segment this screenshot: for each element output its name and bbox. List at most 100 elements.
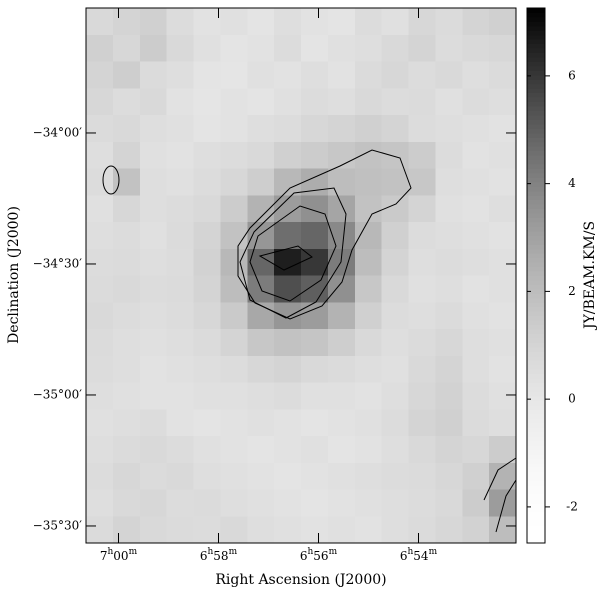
pixel xyxy=(166,436,194,464)
pixel xyxy=(274,168,302,196)
pixel xyxy=(354,195,383,223)
pixel xyxy=(220,115,248,143)
pixel xyxy=(301,248,329,276)
pixel xyxy=(166,222,194,250)
pixel xyxy=(139,195,168,223)
y-tick-label: −34°00′ xyxy=(33,125,83,139)
pixel xyxy=(274,248,302,276)
pixel xyxy=(381,275,409,303)
pixel xyxy=(489,302,517,330)
y-tick-label: −35°30′ xyxy=(33,518,83,532)
pixel xyxy=(354,8,383,36)
pixel xyxy=(220,88,248,116)
pixel xyxy=(489,489,517,517)
pixel xyxy=(193,61,221,89)
colorbar-tick-label: 0 xyxy=(568,392,576,406)
pixel xyxy=(220,436,248,464)
pixel xyxy=(354,34,383,62)
pixel xyxy=(86,355,114,383)
pixel xyxy=(327,275,356,303)
pixel xyxy=(112,436,141,464)
x-tick-label: 6h56m xyxy=(300,547,338,563)
pixel xyxy=(301,115,329,143)
pixel xyxy=(301,462,329,490)
x-tick-label: 7h00m xyxy=(100,547,138,563)
pixel xyxy=(435,34,463,62)
x-tick-label: 6h58m xyxy=(200,547,238,563)
pixel xyxy=(274,462,302,490)
pixel xyxy=(274,516,302,544)
pixel xyxy=(381,462,409,490)
pixel xyxy=(139,141,168,169)
pixel xyxy=(166,115,194,143)
pixel xyxy=(435,61,463,89)
pixel xyxy=(327,88,356,116)
pixel xyxy=(139,8,168,36)
pixel xyxy=(462,115,490,143)
pixel xyxy=(489,436,517,464)
pixel xyxy=(408,34,436,62)
pixel xyxy=(462,248,490,276)
pixel xyxy=(139,409,168,437)
pixel xyxy=(274,436,302,464)
colorbar-frame xyxy=(526,7,546,544)
pixel xyxy=(489,195,517,223)
pixel xyxy=(489,8,517,36)
contour xyxy=(102,165,120,195)
pixel xyxy=(435,302,463,330)
pixel xyxy=(247,409,275,437)
pixel xyxy=(327,34,356,62)
pixel xyxy=(139,248,168,276)
pixel xyxy=(86,409,114,437)
pixel xyxy=(112,516,141,544)
pixel xyxy=(408,275,436,303)
pixel xyxy=(489,168,517,196)
pixel xyxy=(193,248,221,276)
pixel xyxy=(166,355,194,383)
pixel xyxy=(408,436,436,464)
pixel xyxy=(166,88,194,116)
colorbar-tick-label: -2 xyxy=(566,499,578,513)
axes: 7h00m 6h58m 6h56m 6h54m −34°00′ −34°30′ −35°00… xyxy=(33,8,578,563)
pixel xyxy=(462,61,490,89)
pixel xyxy=(462,195,490,223)
pixel xyxy=(193,462,221,490)
pixel xyxy=(489,329,517,357)
pixel xyxy=(112,168,141,196)
pixel xyxy=(301,88,329,116)
pixel xyxy=(435,115,463,143)
pixel xyxy=(139,88,168,116)
pixel xyxy=(86,436,114,464)
pixel xyxy=(301,195,329,223)
pixel xyxy=(86,115,114,143)
pixel xyxy=(462,329,490,357)
pixel xyxy=(139,302,168,330)
pixel xyxy=(86,61,114,89)
pixel xyxy=(112,489,141,517)
colorbar-tick-label: 4 xyxy=(568,176,576,190)
pixel xyxy=(354,222,383,250)
pixel xyxy=(139,275,168,303)
pixel xyxy=(220,489,248,517)
pixel xyxy=(462,516,490,544)
pixel xyxy=(408,88,436,116)
pixel xyxy=(408,222,436,250)
pixel xyxy=(354,329,383,357)
pixel xyxy=(408,302,436,330)
contour xyxy=(483,457,517,533)
pixel xyxy=(193,8,221,36)
pixel xyxy=(193,329,221,357)
pixel xyxy=(247,34,275,62)
pixel xyxy=(301,436,329,464)
pixel xyxy=(247,382,275,410)
pixel xyxy=(112,248,141,276)
pixel xyxy=(381,168,409,196)
pixel xyxy=(166,409,194,437)
pixel xyxy=(489,115,517,143)
pixel xyxy=(166,329,194,357)
pixel xyxy=(193,302,221,330)
colorbar-tick-label: 6 xyxy=(568,68,576,82)
pixel xyxy=(112,195,141,223)
pixel xyxy=(462,489,490,517)
